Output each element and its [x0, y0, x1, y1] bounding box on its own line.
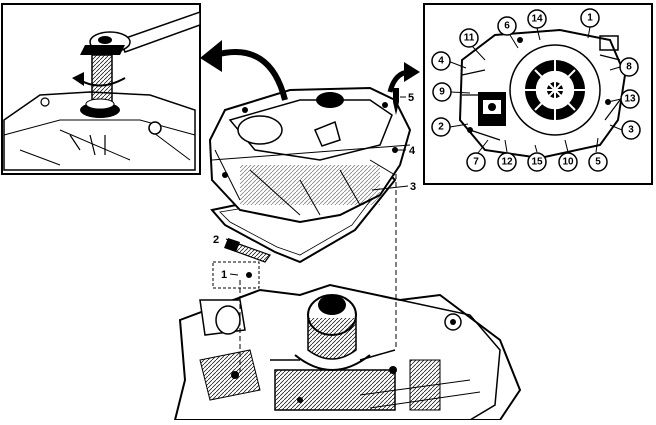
svg-text:6: 6 [504, 21, 510, 32]
upper-housing [208, 86, 412, 224]
main-labels: 1 2 3 4 5 [213, 92, 416, 281]
lower-transmission-case [173, 283, 522, 421]
callout-13: 13 [620, 89, 640, 109]
main-label-3: 3 [410, 181, 416, 193]
callout-11: 11 [459, 28, 479, 48]
callout-14: 14 [527, 9, 547, 29]
arrow-right-icon [387, 62, 420, 93]
callout-leader-lines [447, 26, 623, 154]
bolt [224, 238, 271, 263]
callout-labels: 14 1 6 11 4 8 9 13 2 3 7 12 15 10 5 [431, 8, 641, 172]
svg-text:1: 1 [587, 13, 593, 24]
svg-text:8: 8 [626, 62, 632, 73]
svg-text:11: 11 [464, 33, 475, 44]
svg-text:3: 3 [628, 125, 634, 136]
callout-7: 7 [466, 152, 486, 172]
main-leader-lines [225, 96, 409, 276]
callout-12: 12 [497, 152, 517, 172]
svg-text:15: 15 [531, 157, 543, 168]
callout-5: 5 [588, 152, 608, 172]
svg-text:9: 9 [439, 87, 445, 98]
svg-text:12: 12 [501, 157, 513, 168]
main-label-2: 2 [213, 234, 219, 246]
arrow-left-icon [200, 40, 288, 101]
callout-4: 4 [431, 51, 451, 71]
callout-2: 2 [431, 117, 451, 137]
main-label-5: 5 [408, 92, 414, 104]
stud-bolt [393, 88, 399, 115]
svg-text:7: 7 [473, 157, 479, 168]
left-inset-panel [1, 3, 201, 175]
svg-text:4: 4 [438, 56, 444, 67]
callout-1: 1 [580, 8, 600, 28]
main-label-1: 1 [221, 269, 227, 281]
svg-text:14: 14 [531, 14, 543, 25]
svg-text:2: 2 [438, 122, 444, 133]
callout-6: 6 [497, 16, 517, 36]
main-label-4: 4 [409, 145, 416, 157]
svg-text:13: 13 [624, 94, 636, 105]
callout-10: 10 [558, 152, 578, 172]
callout-3: 3 [621, 120, 641, 140]
guide-lines [212, 150, 397, 372]
callout-9: 9 [432, 82, 452, 102]
svg-text:10: 10 [562, 157, 574, 168]
callout-8: 8 [619, 57, 639, 77]
callout-15: 15 [527, 152, 547, 172]
svg-text:5: 5 [595, 157, 601, 168]
